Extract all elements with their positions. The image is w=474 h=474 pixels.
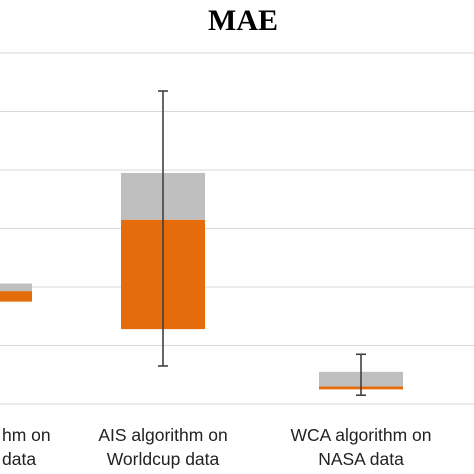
category-label-1-line-2: data <box>2 449 36 469</box>
category-label-2-line-1: AIS algorithm on <box>98 425 227 445</box>
category-label-2-line-2: Worldcup data <box>107 449 220 469</box>
boxes <box>0 172 403 390</box>
upper-box-box-1 <box>0 283 32 292</box>
gridlines <box>0 52 474 405</box>
category-labels: hm on data AIS algorithm on Worldcup data WC… <box>2 425 432 469</box>
category-label-3-line-2: NASA data <box>318 449 404 469</box>
chart-title: MAE <box>208 4 278 37</box>
category-label-1-line-1: hm on <box>2 425 51 445</box>
category-label-3-line-1: WCA algorithm on <box>290 425 431 445</box>
lower-box-box-1 <box>0 291 32 302</box>
whiskers <box>158 90 366 397</box>
